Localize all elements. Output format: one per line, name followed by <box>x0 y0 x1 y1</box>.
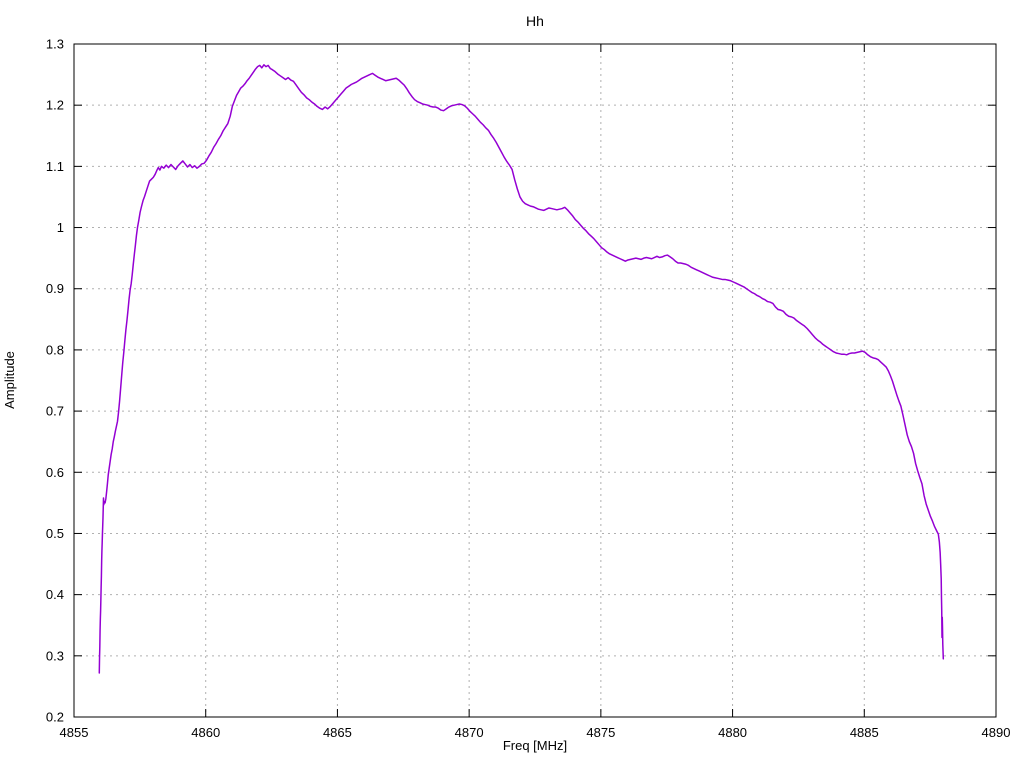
x-tick-label: 4890 <box>982 725 1011 740</box>
y-tick-label: 0.5 <box>46 526 64 541</box>
y-tick-label: 0.4 <box>46 587 64 602</box>
x-tick-labels: 4855 4860 4865 4870 4875 4880 4885 4890 <box>60 725 1011 740</box>
y-axis-label: Amplitude <box>2 351 17 409</box>
x-tick-label: 4860 <box>191 725 220 740</box>
x-tick-label: 4875 <box>586 725 615 740</box>
x-tick-label: 4880 <box>718 725 747 740</box>
plot-border <box>73 43 997 718</box>
signal-line <box>98 64 945 674</box>
y-tick-label: 1.3 <box>46 37 64 52</box>
y-tick-label: 1 <box>57 220 64 235</box>
y-tick-label: 0.3 <box>46 648 64 663</box>
y-tick-label: 0.7 <box>46 404 64 419</box>
y-tick-label: 0.8 <box>46 342 64 357</box>
y-tick-label: 0.2 <box>46 710 64 725</box>
chart-title: Hh <box>526 13 544 29</box>
x-tick-label: 4865 <box>323 725 352 740</box>
x-tick-label: 4870 <box>455 725 484 740</box>
axis-ticks <box>73 43 997 718</box>
y-tick-label: 1.2 <box>46 98 64 113</box>
grid-lines <box>74 44 996 717</box>
y-tick-labels: 0.2 0.3 0.4 0.5 0.6 0.7 0.8 0.9 1 1.1 1.2 1.3 <box>46 37 64 725</box>
x-tick-label: 4855 <box>60 725 89 740</box>
x-tick-label: 4885 <box>850 725 879 740</box>
y-tick-label: 0.6 <box>46 465 64 480</box>
x-axis-label: Freq [MHz] <box>503 738 567 753</box>
y-tick-label: 1.1 <box>46 159 64 174</box>
y-tick-label: 0.9 <box>46 281 64 296</box>
